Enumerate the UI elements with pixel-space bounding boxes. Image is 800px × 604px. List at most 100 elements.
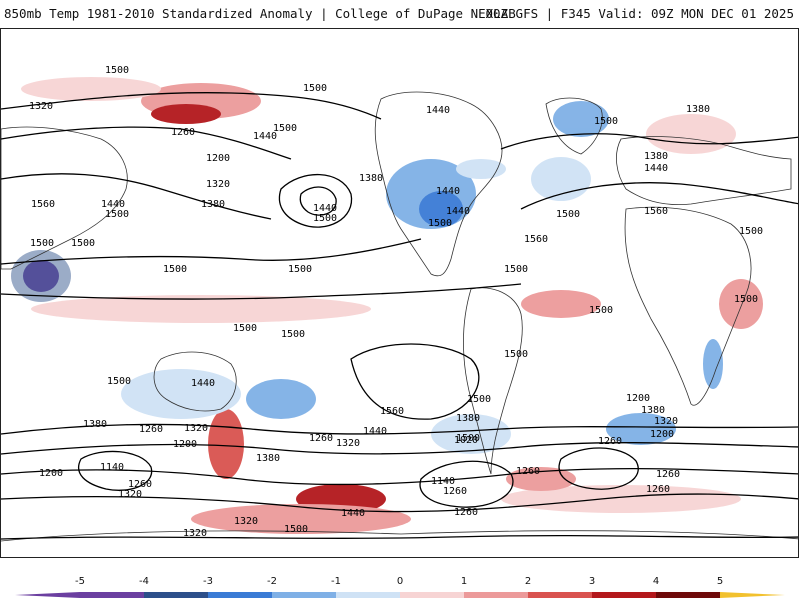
colorbar-segment <box>80 592 144 598</box>
contour-1500-north <box>1 92 382 120</box>
africa-outline <box>624 206 752 406</box>
colorbar-segment <box>400 592 464 598</box>
contour-1380-north <box>1 173 272 220</box>
contour-label: 1140 <box>431 476 455 487</box>
anomaly-cold-south-pacific <box>121 369 241 419</box>
contour-label: 1260 <box>454 507 478 518</box>
anomaly-cold-west-pacific-ring <box>11 250 71 302</box>
contour-label: 1500 <box>284 524 308 535</box>
contour-label: 1500 <box>71 238 95 249</box>
anomaly-warm-equatorial <box>521 290 601 318</box>
anomaly-warm-antarctic-band <box>191 504 411 534</box>
contour-label: 1020 <box>454 435 478 446</box>
colorbar-svg: -5 -4 -3 -2 -1 0 1 2 3 4 5 <box>15 576 785 598</box>
contour-south-1380 <box>1 423 798 435</box>
colorbar-tick-label: 1 <box>461 576 467 587</box>
colorbar-tick-label: -1 <box>331 576 341 587</box>
anomaly-warm-east-atlantic <box>646 114 736 154</box>
anomaly-warm-south-pacific <box>208 409 244 479</box>
anomaly-cold-asia <box>456 159 506 179</box>
contour-low-south-atlantic <box>419 460 514 508</box>
colorbar-tick-label: 0 <box>397 576 403 587</box>
contour-label: 1500 <box>556 209 580 220</box>
contour-label: 1380 <box>256 453 280 464</box>
contour-label: 1320 <box>336 438 360 449</box>
contour-label: 1500 <box>273 123 297 134</box>
contour-south-ring-1500 <box>350 343 480 420</box>
south-america-outline <box>463 287 523 475</box>
contour-1500-midlat <box>1 238 422 265</box>
contour-label: 1500 <box>594 116 618 127</box>
contour-label: 1500 <box>504 349 528 360</box>
north-america-outline <box>374 91 503 277</box>
map-title: 850mb Temp 1981-2010 Standardized Anomal… <box>4 6 516 21</box>
contour-label: 1260 <box>646 484 670 495</box>
colorbar-segment <box>272 592 336 598</box>
anomaly-cold-north-america-core <box>419 191 463 227</box>
anomaly-cold-greenland <box>553 101 609 137</box>
contour-label: 1440 <box>191 378 215 389</box>
contour-label: 1260 <box>139 424 163 435</box>
contour-south-1320 <box>1 442 798 455</box>
contour-label: 1500 <box>303 83 327 94</box>
contour-label: 1440 <box>101 199 125 210</box>
anomaly-cold-west-pacific <box>23 260 59 292</box>
contour-label: 1320 <box>184 423 208 434</box>
contour-label: 1440 <box>644 163 668 174</box>
colorbar-tick-label: 2 <box>525 576 531 587</box>
world-map: 1500 1500 1320 1260 1440 1500 1200 1320 … <box>1 65 798 542</box>
world-map-panel: 1500 1500 1320 1260 1440 1500 1200 1320 … <box>0 28 799 558</box>
contour-south-1260 <box>1 468 798 486</box>
anomaly-warm-north-pacific <box>21 77 161 101</box>
contour-labels: 1500 1500 1320 1260 1440 1500 1200 1320 … <box>29 65 763 539</box>
contour-label: 1500 <box>467 394 491 405</box>
contour-label: 1260 <box>443 486 467 497</box>
contour-label: 1200 <box>39 468 63 479</box>
colorbar-segment <box>208 592 272 598</box>
contour-label: 1200 <box>650 429 674 440</box>
anomaly-cold-madagascar <box>703 339 723 389</box>
contour-label: 1500 <box>105 209 129 220</box>
contour-label: 1500 <box>233 323 257 334</box>
contour-label: 1560 <box>524 234 548 245</box>
contour-label: 1440 <box>446 206 470 217</box>
height-contours <box>1 92 798 540</box>
anomaly-shading <box>11 77 763 534</box>
map-header: 850mb Temp 1981-2010 Standardized Anomal… <box>0 0 800 28</box>
colorbar-tick-label: -3 <box>203 576 213 587</box>
europe-outline <box>616 136 792 206</box>
contour-label: 1500 <box>739 226 763 237</box>
contour-label: 1500 <box>456 433 480 444</box>
anomaly-cold-south-pacific-core <box>246 379 316 419</box>
contour-label: 1560 <box>380 406 404 417</box>
contour-label: 1440 <box>363 426 387 437</box>
contour-label: 1260 <box>309 433 333 444</box>
australia-outline <box>153 351 237 412</box>
contour-label: 1260 <box>656 469 680 480</box>
colorbar-segment <box>592 592 656 598</box>
anomaly-cold-indian-ocean <box>606 413 676 445</box>
anomaly-warm-africa <box>719 279 763 329</box>
contour-label: 1260 <box>516 466 540 477</box>
contour-label: 1380 <box>641 405 665 416</box>
contour-label: 1500 <box>107 376 131 387</box>
colorbar-segment <box>464 592 528 598</box>
contour-label: 1320 <box>183 528 207 539</box>
colorbar-high-extension <box>720 592 785 598</box>
colorbar-tick-label: 4 <box>653 576 659 587</box>
contour-label: 1380 <box>686 104 710 115</box>
contour-label: 1500 <box>589 305 613 316</box>
contour-1560-tropics <box>1 283 522 300</box>
contour-label: 1320 <box>206 179 230 190</box>
anomaly-warm-tropical-pacific <box>31 295 371 323</box>
colorbar-tick-label: -4 <box>139 576 149 587</box>
contour-label: 1320 <box>234 516 258 527</box>
colorbar-tick-labels: -5 -4 -3 -2 -1 0 1 2 3 4 5 <box>75 576 723 587</box>
contour-label: 1200 <box>626 393 650 404</box>
contour-label: 1500 <box>163 264 187 275</box>
contour-low-centre-inner <box>299 186 337 216</box>
contour-low-south-pacific <box>78 450 153 491</box>
contour-label: 1200 <box>206 153 230 164</box>
colorbar-tick-label: 3 <box>589 576 595 587</box>
colorbar-segment <box>336 592 400 598</box>
